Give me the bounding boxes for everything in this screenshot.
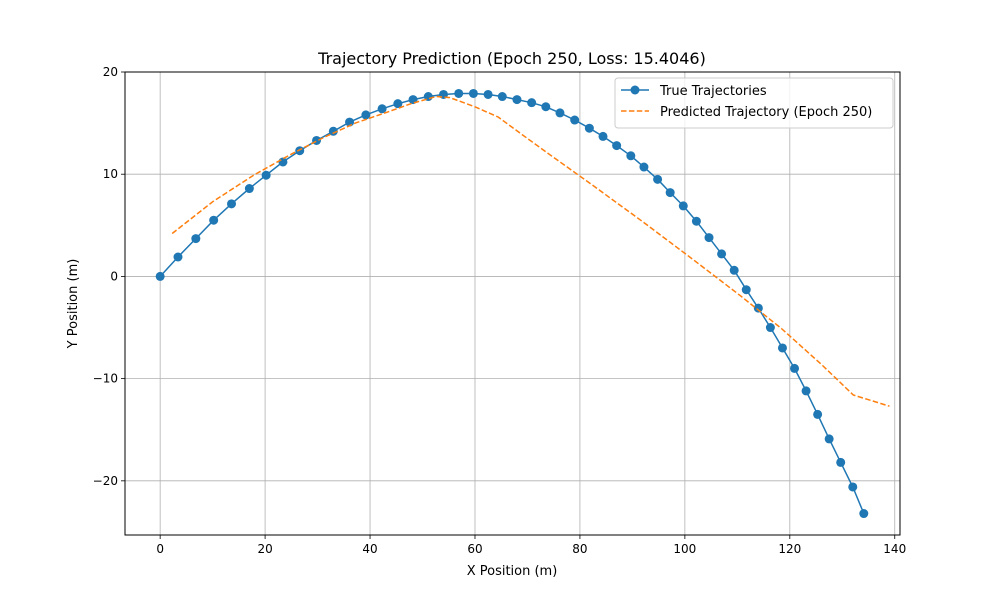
data-point: [777, 343, 787, 353]
plot-series: [155, 88, 890, 519]
data-point: [377, 104, 387, 114]
data-point: [836, 457, 846, 467]
data-point: [191, 234, 201, 244]
data-point: [173, 252, 183, 262]
y-tick-label: −10: [93, 372, 118, 386]
data-point: [691, 216, 701, 226]
data-point: [848, 482, 858, 492]
x-tick-label: 100: [673, 542, 696, 556]
data-point: [704, 233, 714, 243]
data-point: [527, 98, 537, 108]
data-point: [227, 199, 237, 209]
data-point: [209, 215, 219, 225]
x-tick-label: 40: [362, 542, 377, 556]
data-point: [512, 95, 522, 105]
legend-label-true-trajectories: True Trajectories: [659, 84, 767, 99]
x-tick-label: 0: [156, 542, 164, 556]
x-tick-label: 80: [572, 542, 587, 556]
x-tick-label: 20: [257, 542, 272, 556]
x-axis-label: X Position (m): [467, 564, 558, 579]
data-point: [801, 386, 811, 396]
legend: True Trajectories Predicted Trajectory (…: [614, 77, 894, 129]
data-point: [361, 110, 371, 120]
x-tick-label: 140: [883, 542, 906, 556]
data-point: [261, 170, 271, 180]
data-point: [824, 434, 834, 444]
data-point: [859, 509, 869, 519]
x-axis-ticks: 0 20 40 60 80 100 120 140: [156, 535, 906, 556]
data-point: [639, 162, 649, 172]
y-axis-label: Y Position (m): [66, 259, 81, 350]
y-tick-label: 10: [103, 167, 118, 181]
data-point: [328, 126, 338, 136]
data-point: [790, 363, 800, 373]
data-point: [570, 115, 580, 125]
data-point: [813, 409, 823, 419]
data-point: [393, 99, 403, 109]
data-point: [541, 102, 551, 112]
data-point: [765, 323, 775, 333]
data-point: [497, 92, 507, 102]
data-point: [155, 271, 165, 281]
data-point: [555, 108, 565, 118]
data-point: [753, 303, 763, 313]
chart-title: Trajectory Prediction (Epoch 250, Loss: …: [317, 49, 706, 68]
data-point: [454, 88, 464, 98]
data-point: [278, 157, 288, 167]
data-point: [653, 174, 663, 184]
data-point: [665, 188, 675, 198]
data-point: [584, 123, 594, 133]
y-tick-label: 0: [110, 269, 118, 283]
y-axis-ticks: −20 −10 0 10 20: [93, 65, 125, 488]
data-point: [717, 249, 727, 259]
grid: [125, 71, 900, 535]
y-tick-label: −20: [93, 474, 118, 488]
data-point: [244, 184, 254, 194]
data-point: [729, 265, 739, 275]
data-point: [468, 88, 478, 98]
x-tick-label: 120: [778, 542, 801, 556]
data-point: [295, 146, 305, 156]
legend-marker-true-trajectories: [630, 85, 640, 95]
legend-label-predicted-trajectory: Predicted Trajectory (Epoch 250): [660, 105, 872, 120]
data-point: [678, 201, 688, 211]
plot-frame: [124, 71, 901, 536]
data-point: [626, 151, 636, 161]
y-tick-label: 20: [103, 65, 118, 79]
legend-box: [614, 77, 894, 129]
data-point: [483, 89, 493, 99]
x-tick-label: 60: [467, 542, 482, 556]
data-point: [612, 141, 622, 151]
data-point: [598, 131, 608, 141]
series-line-predicted-trajectory-epoch-250: [171, 95, 890, 407]
data-point: [741, 285, 751, 295]
